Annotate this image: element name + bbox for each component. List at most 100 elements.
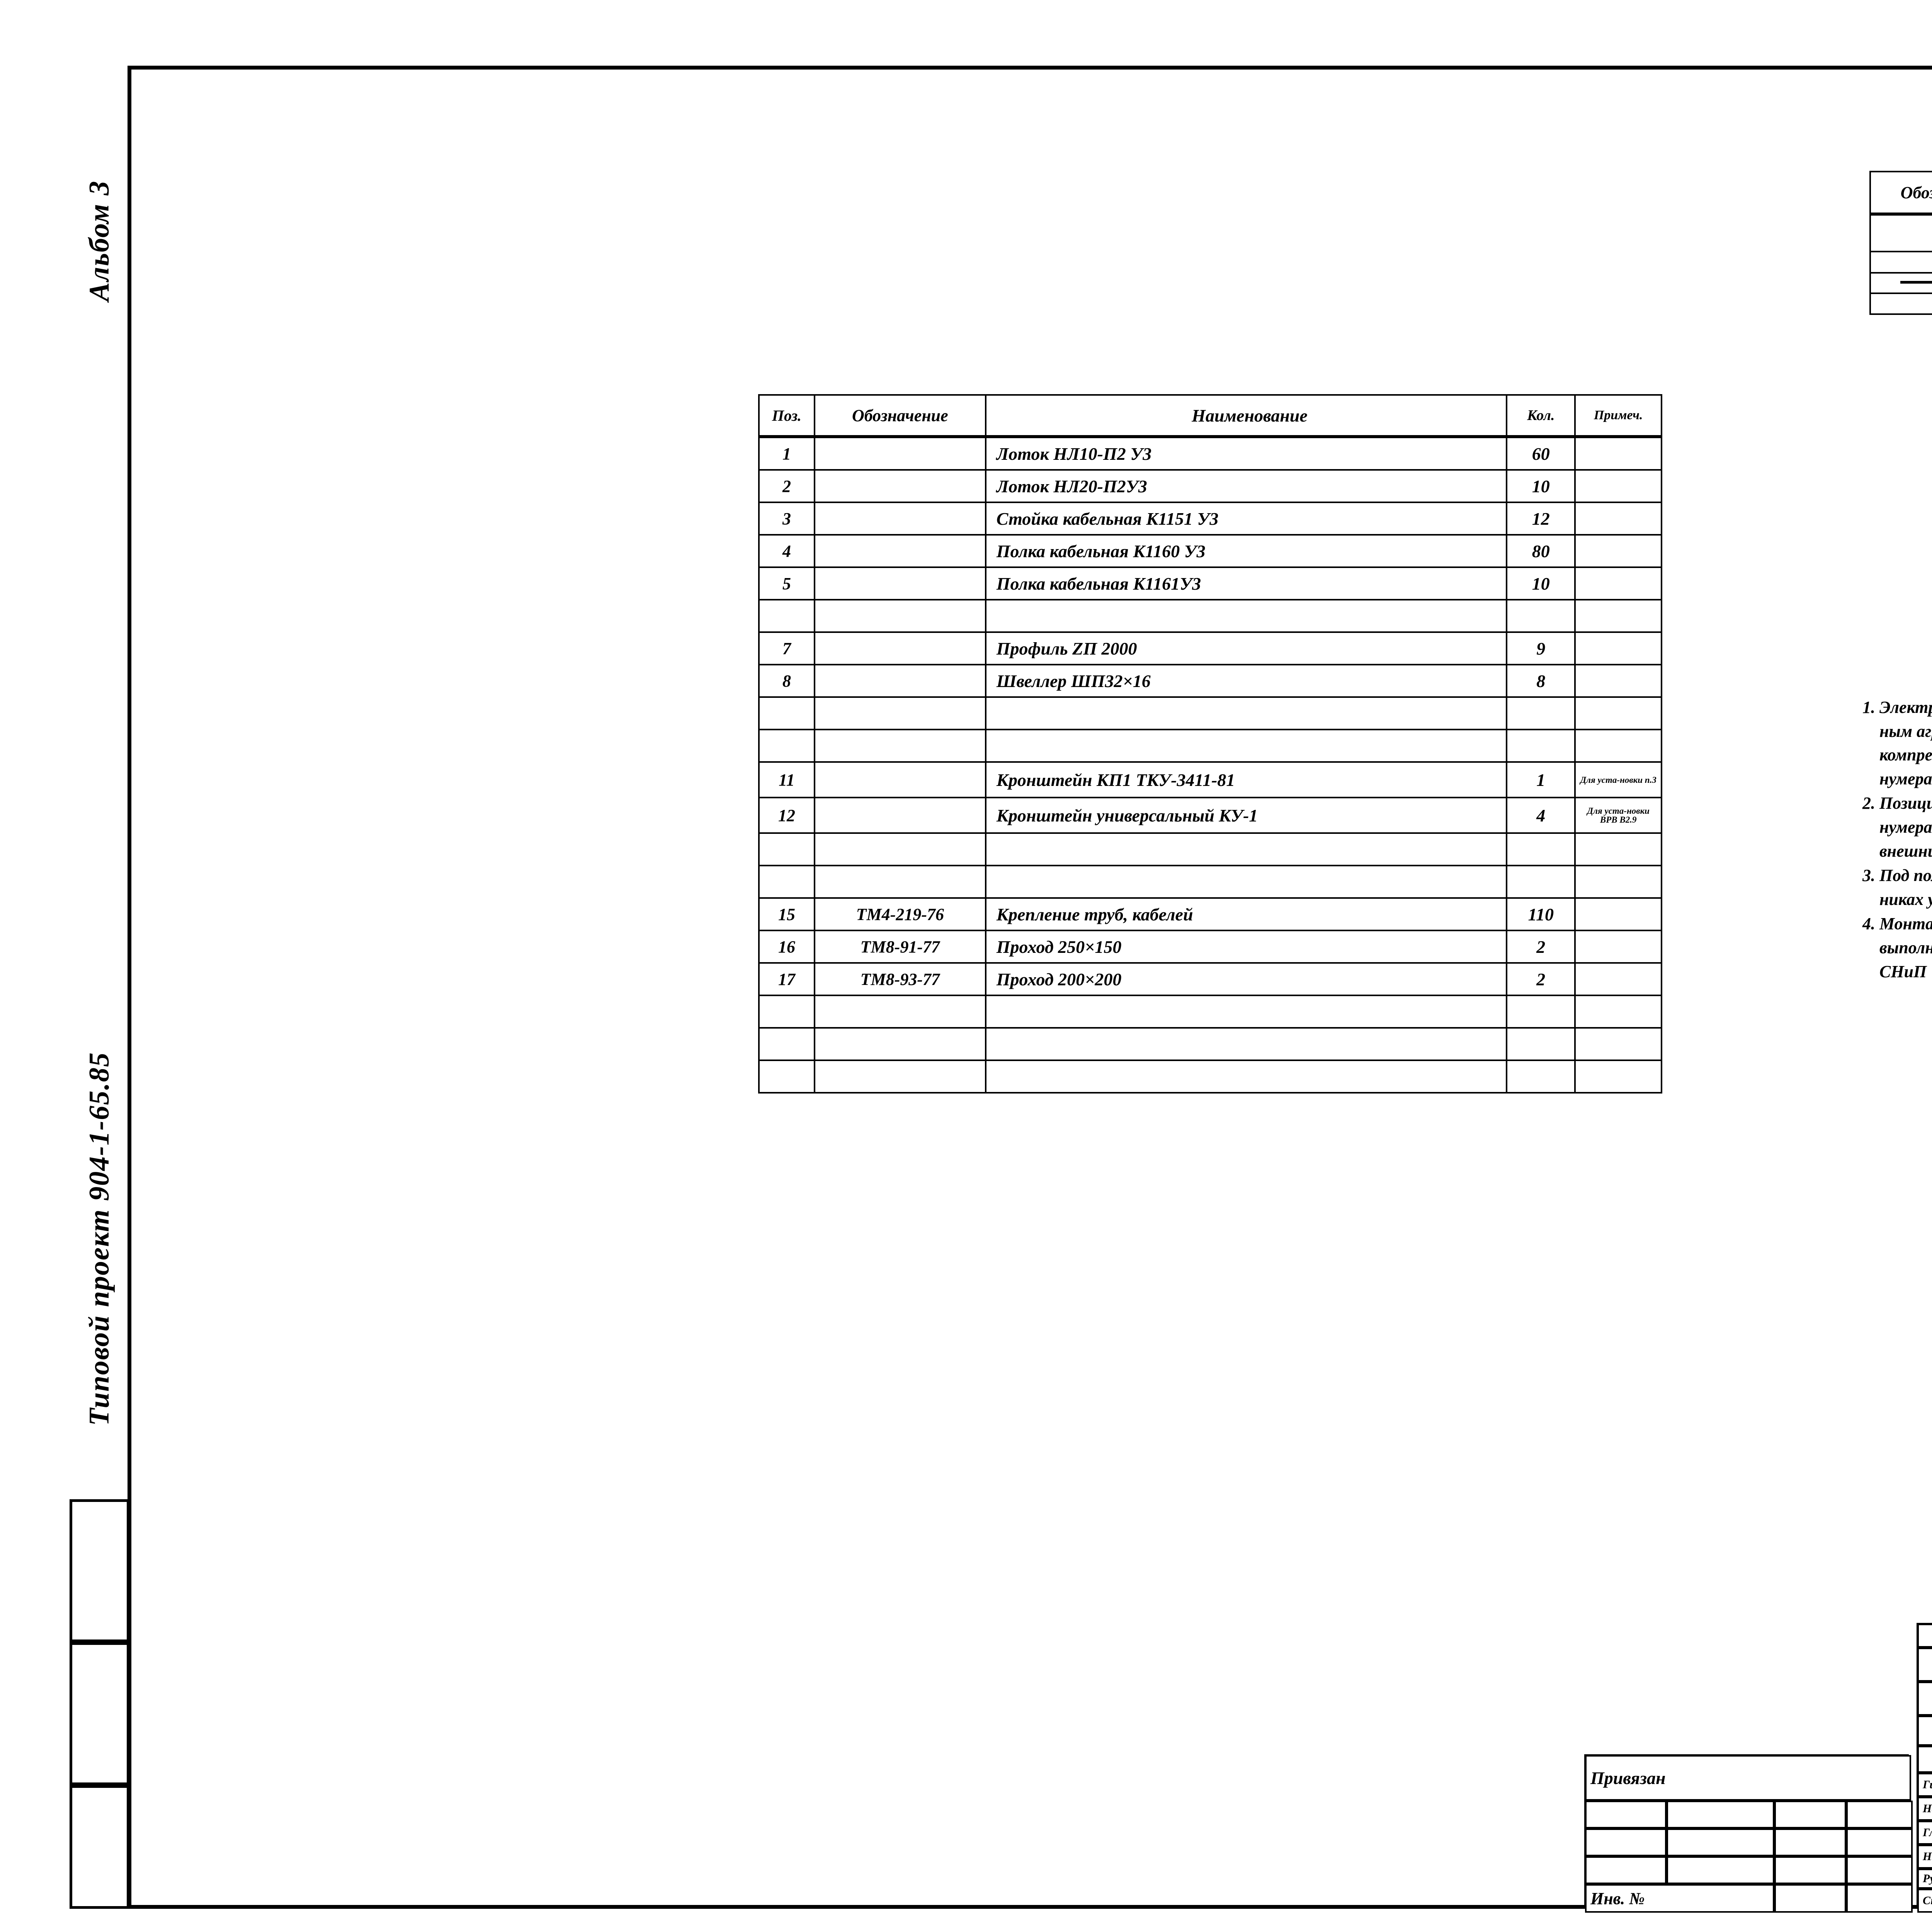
legend-table: Обозначение Наименование Отборное устрой…	[1869, 171, 1932, 315]
note-line: СНиП Ⅲ-34-74 Госстроя СССР.	[1879, 962, 1932, 981]
spec-table-row	[758, 995, 1662, 1029]
attach-cell	[1846, 1856, 1913, 1884]
attach-cell	[1846, 1828, 1913, 1856]
spec-cell-name: Полка кабельная К1160 У3	[985, 534, 1508, 568]
note-line: никах указана нумерация труб и кабелей	[1879, 889, 1932, 909]
spec-cell-name: Лоток НЛ20-П2У3	[985, 469, 1508, 503]
spec-table-row: 11 Кронштейн КП1 ТКУ-3411-81 1 Для уста-нов…	[758, 761, 1662, 798]
spec-cell-qty	[1506, 599, 1576, 633]
spec-header-row: Поз. Обозначение Наименование Кол. Приме…	[758, 394, 1662, 438]
spec-cell-name	[985, 865, 1508, 899]
spec-cell-pos: 7	[758, 631, 815, 665]
spec-cell-qty: 2	[1506, 930, 1576, 964]
spec-cell-qty: 110	[1506, 897, 1576, 931]
spec-cell-designation	[813, 797, 986, 834]
spec-table-row	[758, 1027, 1662, 1061]
spec-table-row	[758, 599, 1662, 633]
project-label: Типовой проект 904-1-65.85	[83, 1052, 115, 1426]
signature-role: Рук.гр.	[1917, 1869, 1932, 1889]
spec-header-designation: Обозначение	[813, 394, 986, 438]
spec-header-pos: Поз.	[758, 394, 815, 438]
spec-header-qty: Кол.	[1506, 394, 1576, 438]
rev-cell	[1917, 1746, 1932, 1773]
spec-cell-remark	[1574, 962, 1662, 996]
spec-cell-pos: 5	[758, 566, 815, 600]
spec-table-row	[758, 696, 1662, 730]
legend-symbol-cell	[1869, 293, 1932, 315]
spec-header-remark: Примеч.	[1574, 394, 1662, 438]
spec-cell-name: Кронштейн КП1 ТКУ-3411-81	[985, 761, 1508, 798]
legend-symbol-cell	[1869, 250, 1932, 274]
spec-cell-pos: 16	[758, 930, 815, 964]
spec-cell-qty: 60	[1506, 436, 1576, 471]
spec-cell-qty: 80	[1506, 534, 1576, 568]
spec-cell-pos: 8	[758, 664, 815, 698]
legend-header-row: Обозначение Наименование	[1869, 171, 1932, 216]
spec-cell-designation	[813, 631, 986, 665]
spec-table-row: 7 Профиль ZП 2000 9	[758, 631, 1662, 665]
spec-cell-name	[985, 832, 1508, 866]
rev-cell	[1917, 1716, 1932, 1746]
spec-cell-remark	[1574, 1060, 1662, 1094]
attach-cell	[1585, 1856, 1667, 1884]
spec-cell-qty	[1506, 729, 1576, 763]
spec-cell-qty: 12	[1506, 502, 1576, 536]
spec-cell-name: Полка кабельная К1161У3	[985, 566, 1508, 600]
spec-table-row	[758, 832, 1662, 866]
spec-cell-qty: 2	[1506, 962, 1576, 996]
spec-cell-qty	[1506, 865, 1576, 899]
inventory-number-label: Инв. №	[1585, 1884, 1774, 1913]
note-line: 3. Под полкой линии·выноски позиций в пр…	[1862, 866, 1932, 885]
spec-table-row	[758, 1060, 1662, 1094]
attach-cell	[1774, 1884, 1846, 1913]
spec-cell-designation	[813, 865, 986, 899]
note-line: 4. Монтаж приборов и средств автоматизац…	[1862, 914, 1932, 934]
album-label: Альбом 3	[83, 180, 115, 301]
spec-cell-pos: 2	[758, 469, 815, 503]
spec-cell-designation	[813, 566, 986, 600]
spec-cell-qty: 4	[1506, 797, 1576, 834]
title-block: ГипЛеоновНач.отд.ХристофоровГл.спец.Фукс…	[1917, 1623, 1932, 1913]
spec-cell-pos	[758, 729, 815, 763]
spec-header-name: Наименование	[985, 394, 1508, 438]
spec-cell-designation	[813, 995, 986, 1029]
spec-cell-qty: 8	[1506, 664, 1576, 698]
spec-cell-designation	[813, 761, 986, 798]
spec-cell-remark	[1574, 664, 1662, 698]
spec-cell-designation	[813, 832, 986, 866]
specification-table: Поз. Обозначение Наименование Кол. Приме…	[758, 394, 1662, 1094]
margin-stamp-box-1	[70, 1499, 129, 1642]
rev-cell	[1917, 1648, 1932, 1682]
spec-cell-designation	[813, 599, 986, 633]
spec-cell-qty: 9	[1506, 631, 1576, 665]
spec-cell-designation	[813, 664, 986, 698]
spec-table-row: 3 Стойка кабельная К1151 У3 12	[758, 502, 1662, 536]
spec-cell-remark	[1574, 436, 1662, 471]
spec-cell-name	[985, 1060, 1508, 1094]
spec-cell-qty	[1506, 1060, 1576, 1094]
spec-cell-qty	[1506, 1027, 1576, 1061]
signature-role: Ст.инж.	[1917, 1889, 1932, 1913]
note-line: 1. Электрические и трубные проводки по к…	[1862, 698, 1932, 717]
spec-cell-designation	[813, 1060, 986, 1094]
spec-table-row: 4 Полка кабельная К1160 У3 80	[758, 534, 1662, 568]
spec-cell-designation	[813, 436, 986, 471]
legend-row: Прибор, регулятор,исполнительный механиз…	[1869, 250, 1932, 274]
spec-cell-remark	[1574, 995, 1662, 1029]
legend-symbol-cell	[1869, 213, 1932, 252]
spec-cell-name: Проход 250×150	[985, 930, 1508, 964]
spec-cell-designation	[813, 729, 986, 763]
spec-cell-pos	[758, 865, 815, 899]
spec-cell-name	[985, 696, 1508, 730]
attach-cell	[1667, 1801, 1774, 1828]
spec-cell-qty	[1506, 995, 1576, 1029]
spec-cell-remark	[1574, 930, 1662, 964]
spec-cell-name: Проход 200×200	[985, 962, 1508, 996]
note-item: 3. Под полкой линии·выноски позиций в пр…	[1862, 864, 1932, 911]
note-line: 2. Позиции монтируемых приборов и аппара…	[1862, 794, 1932, 813]
attach-cell	[1774, 1801, 1846, 1828]
spec-cell-pos: 4	[758, 534, 815, 568]
spec-cell-name: Стойка кабельная К1151 У3	[985, 502, 1508, 536]
spec-cell-pos: 3	[758, 502, 815, 536]
